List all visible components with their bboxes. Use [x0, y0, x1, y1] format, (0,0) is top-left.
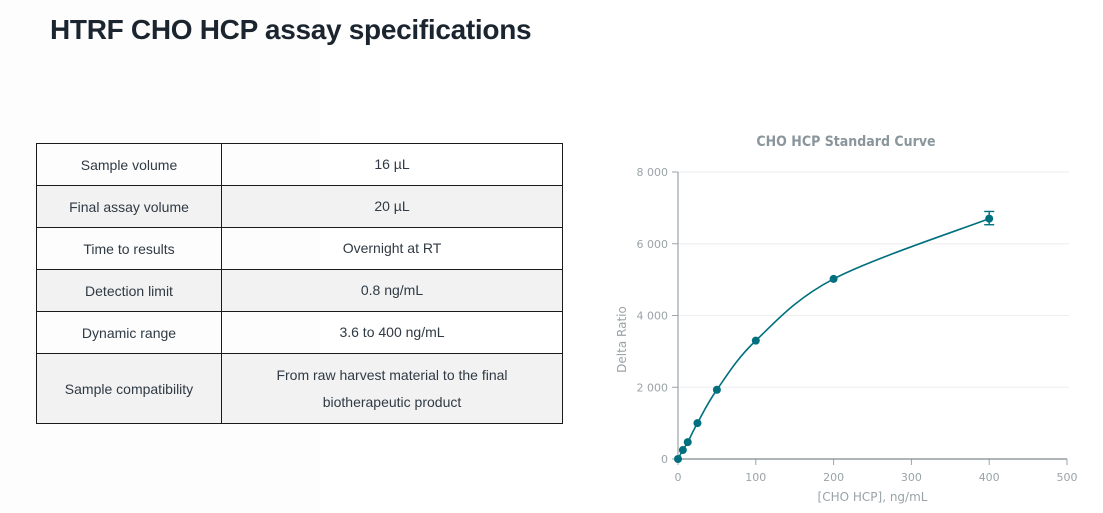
- chart-title: CHO HCP Standard Curve: [756, 134, 936, 150]
- table-row: Detection limit 0.8 ng/mL: [36, 269, 563, 312]
- row-value: 0.8 ng/mL: [221, 269, 563, 312]
- row-value: Overnight at RT: [221, 227, 563, 270]
- row-value-line: biotherapeutic product: [322, 393, 462, 410]
- data-point: [751, 336, 760, 345]
- y-tick-label: 4 000: [637, 310, 669, 323]
- specifications-table: Sample volume 16 µL Final assay volume 2…: [36, 143, 563, 424]
- y-tick-label: 0: [661, 453, 668, 466]
- data-point: [985, 214, 994, 223]
- row-value-line: From raw harvest material to the final: [276, 366, 508, 383]
- data-point: [829, 274, 838, 283]
- table-row: Dynamic range 3.6 to 400 ng/mL: [36, 311, 563, 354]
- y-tick-label: 2 000: [637, 381, 669, 394]
- row-label: Dynamic range: [36, 311, 222, 354]
- x-tick-label: 500: [1057, 471, 1078, 484]
- row-value: 16 µL: [221, 143, 563, 186]
- table-row: Sample compatibility From raw harvest ma…: [36, 353, 563, 424]
- row-label: Time to results: [36, 227, 222, 270]
- row-value: From raw harvest material to the final b…: [221, 353, 563, 424]
- table-row: Sample volume 16 µL: [36, 143, 563, 186]
- y-axis-label: Delta Ratio: [615, 306, 629, 373]
- fit-curve: [677, 217, 990, 460]
- row-label: Sample volume: [36, 143, 222, 186]
- data-point: [712, 385, 721, 394]
- standard-curve-chart: CHO HCP Standard Curve 0 2 000 4 000 6 000 8…: [600, 125, 1090, 510]
- x-tick-label: 100: [745, 471, 766, 484]
- data-point: [674, 455, 682, 463]
- table-row: Time to results Overnight at RT: [36, 227, 563, 270]
- table-row: Final assay volume 20 µL: [36, 185, 563, 228]
- x-tick-label: 0: [675, 471, 682, 484]
- row-value: 20 µL: [221, 185, 563, 228]
- data-point: [683, 438, 692, 447]
- x-axis-label: [CHO HCP], ng/mL: [818, 490, 928, 504]
- row-value: 3.6 to 400 ng/mL: [221, 311, 563, 354]
- y-tick-label: 6 000: [637, 238, 669, 251]
- data-point: [678, 446, 687, 455]
- x-tick-label: 200: [823, 471, 844, 484]
- x-tick-label: 300: [901, 471, 922, 484]
- row-label: Final assay volume: [36, 185, 222, 228]
- row-label: Sample compatibility: [36, 353, 222, 424]
- data-point: [693, 419, 702, 428]
- page-title: HTRF CHO HCP assay specifications: [50, 14, 532, 45]
- y-tick-label: 8 000: [637, 166, 669, 179]
- row-label: Detection limit: [36, 269, 222, 312]
- x-tick-label: 400: [979, 471, 1000, 484]
- chart-plot-area: 0 2 000 4 000 6 000 8 000 0 100 200 300 400 500 [CH…: [615, 166, 1078, 504]
